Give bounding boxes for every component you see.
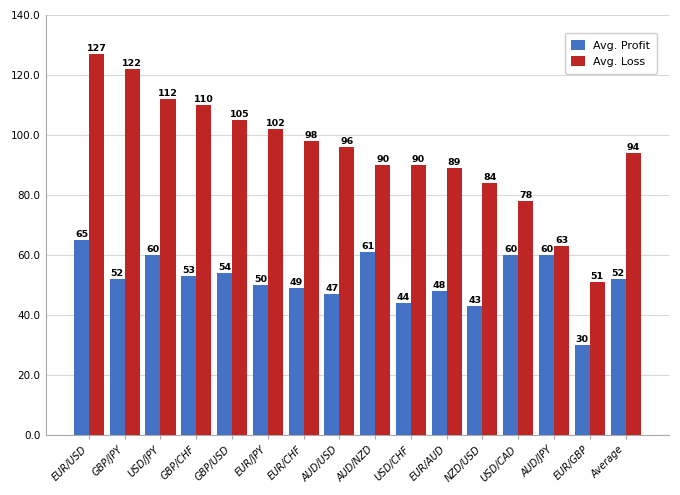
Text: 49: 49 bbox=[290, 278, 303, 287]
Text: 60: 60 bbox=[540, 245, 553, 254]
Bar bbox=[74, 240, 89, 435]
Text: 122: 122 bbox=[122, 58, 142, 68]
Text: 61: 61 bbox=[361, 242, 374, 251]
Text: 60: 60 bbox=[146, 245, 160, 254]
Bar bbox=[339, 147, 354, 435]
Bar bbox=[503, 255, 518, 435]
Text: 89: 89 bbox=[447, 158, 461, 167]
Text: 53: 53 bbox=[182, 266, 195, 275]
Text: 65: 65 bbox=[75, 230, 88, 239]
Text: 84: 84 bbox=[483, 173, 496, 182]
Bar bbox=[124, 69, 140, 435]
Bar bbox=[482, 183, 498, 435]
Text: 63: 63 bbox=[555, 236, 568, 245]
Bar bbox=[160, 99, 175, 435]
Text: 43: 43 bbox=[469, 296, 481, 305]
Bar bbox=[432, 291, 447, 435]
Text: 47: 47 bbox=[325, 284, 339, 293]
Bar bbox=[467, 306, 482, 435]
Bar bbox=[575, 346, 590, 435]
Bar bbox=[288, 288, 303, 435]
Bar bbox=[447, 168, 462, 435]
Text: 94: 94 bbox=[626, 143, 640, 151]
Text: 52: 52 bbox=[111, 269, 124, 278]
Bar bbox=[554, 246, 569, 435]
Legend: Avg. Profit, Avg. Loss: Avg. Profit, Avg. Loss bbox=[564, 33, 657, 74]
Bar bbox=[518, 201, 533, 435]
Text: 127: 127 bbox=[86, 44, 106, 52]
Bar bbox=[197, 105, 211, 435]
Text: 78: 78 bbox=[519, 191, 532, 199]
Bar bbox=[626, 153, 641, 435]
Bar bbox=[611, 279, 626, 435]
Text: 90: 90 bbox=[376, 155, 389, 164]
Text: 52: 52 bbox=[611, 269, 625, 278]
Text: 102: 102 bbox=[265, 119, 285, 128]
Bar bbox=[146, 255, 160, 435]
Bar bbox=[182, 276, 197, 435]
Text: 30: 30 bbox=[576, 335, 589, 344]
Bar bbox=[109, 279, 124, 435]
Text: 60: 60 bbox=[504, 245, 517, 254]
Text: 96: 96 bbox=[340, 137, 354, 146]
Text: 112: 112 bbox=[158, 89, 178, 98]
Text: 105: 105 bbox=[230, 110, 250, 119]
Bar bbox=[590, 282, 605, 435]
Bar bbox=[411, 165, 426, 435]
Bar bbox=[268, 129, 283, 435]
Bar bbox=[396, 303, 411, 435]
Text: 48: 48 bbox=[432, 281, 446, 290]
Bar bbox=[375, 165, 390, 435]
Text: 90: 90 bbox=[412, 155, 425, 164]
Bar bbox=[303, 141, 319, 435]
Bar bbox=[217, 273, 232, 435]
Text: 51: 51 bbox=[591, 272, 604, 281]
Bar bbox=[253, 285, 268, 435]
Bar bbox=[89, 54, 104, 435]
Bar bbox=[232, 120, 247, 435]
Text: 98: 98 bbox=[305, 131, 318, 140]
Text: 50: 50 bbox=[254, 275, 267, 284]
Text: 110: 110 bbox=[194, 95, 214, 103]
Bar bbox=[360, 252, 375, 435]
Bar bbox=[324, 294, 339, 435]
Text: 54: 54 bbox=[218, 263, 231, 272]
Bar bbox=[539, 255, 554, 435]
Text: 44: 44 bbox=[396, 293, 410, 302]
